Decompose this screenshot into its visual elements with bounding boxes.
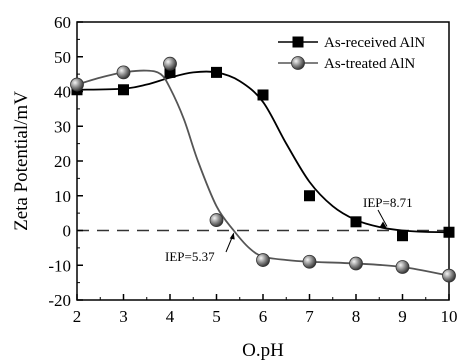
x-tick-label: 5 [212, 307, 221, 326]
legend-label-as-treated: As-treated AlN [324, 56, 415, 72]
x-axis-ticks: 2 3 4 5 6 7 8 9 10 [73, 294, 458, 326]
data-point-as-treated [349, 256, 363, 271]
annotation-iep-as-treated: IEP=5.37 [165, 249, 215, 264]
annotation-iep-as-received: IEP=8.71 [363, 195, 413, 210]
data-point-as-treated [209, 213, 224, 227]
x-tick-label: 3 [119, 307, 128, 326]
data-point-as-treated [163, 56, 177, 71]
x-tick-label: 6 [259, 307, 268, 326]
x-tick-label: 4 [166, 307, 175, 326]
annotations: IEP=8.71 IEP=5.37 [165, 195, 413, 264]
y-tick-label: -10 [48, 256, 71, 275]
x-tick-label: 10 [441, 307, 458, 326]
y-tick-label: 40 [54, 83, 71, 102]
annotation-arrowhead-as-received [380, 221, 388, 229]
annotation-arrowhead-as-treated [229, 232, 235, 240]
x-tick-label: 2 [73, 307, 82, 326]
fit-curves [76, 69, 450, 277]
data-point-as-received [397, 230, 408, 242]
data-point-as-received [304, 190, 315, 202]
y-tick-label: 20 [54, 152, 71, 171]
legend: As-received AlN As-treated AlN [278, 35, 425, 72]
fit-curve-as-received [76, 70, 450, 234]
data-point-as-received [118, 84, 129, 96]
data-point-as-received [350, 216, 362, 228]
data-point-as-treated [116, 65, 131, 80]
data-point-as-treated [442, 268, 456, 283]
x-tick-label: 9 [398, 307, 407, 326]
y-axis-ticks: -20 -10 0 10 20 30 40 50 60 [48, 13, 83, 310]
data-point-as-received [443, 226, 455, 238]
data-point-as-treated [70, 77, 84, 92]
legend-item-as-treated: As-treated AlN [278, 56, 415, 72]
data-point-as-received [164, 66, 176, 78]
x-axis-title: O.pH [242, 340, 284, 361]
legend-label-as-received: As-received AlN [324, 35, 425, 51]
y-tick-label: 50 [54, 48, 71, 67]
data-point-as-treated [302, 254, 317, 269]
data-point-as-treated [256, 253, 270, 267]
y-tick-label: 10 [54, 187, 71, 206]
y-tick-label: 30 [54, 117, 71, 136]
data-point-as-received [257, 89, 269, 101]
data-markers [70, 56, 456, 283]
legend-marker-as-received [292, 36, 304, 48]
x-tick-label: 7 [305, 307, 314, 326]
y-tick-label: -20 [48, 291, 71, 310]
y-axis-title: Zeta Potential/mV [11, 91, 32, 231]
x-tick-label: 8 [352, 307, 361, 326]
data-point-as-treated [395, 260, 410, 274]
fit-curve-as-treated [76, 69, 450, 277]
legend-item-as-received: As-received AlN [278, 35, 425, 51]
y-tick-label: 0 [63, 222, 72, 241]
data-point-as-received [211, 66, 222, 78]
legend-marker-as-treated [291, 56, 305, 70]
annotation-arrow-as-received [377, 209, 388, 227]
y-tick-label: 60 [54, 13, 71, 32]
